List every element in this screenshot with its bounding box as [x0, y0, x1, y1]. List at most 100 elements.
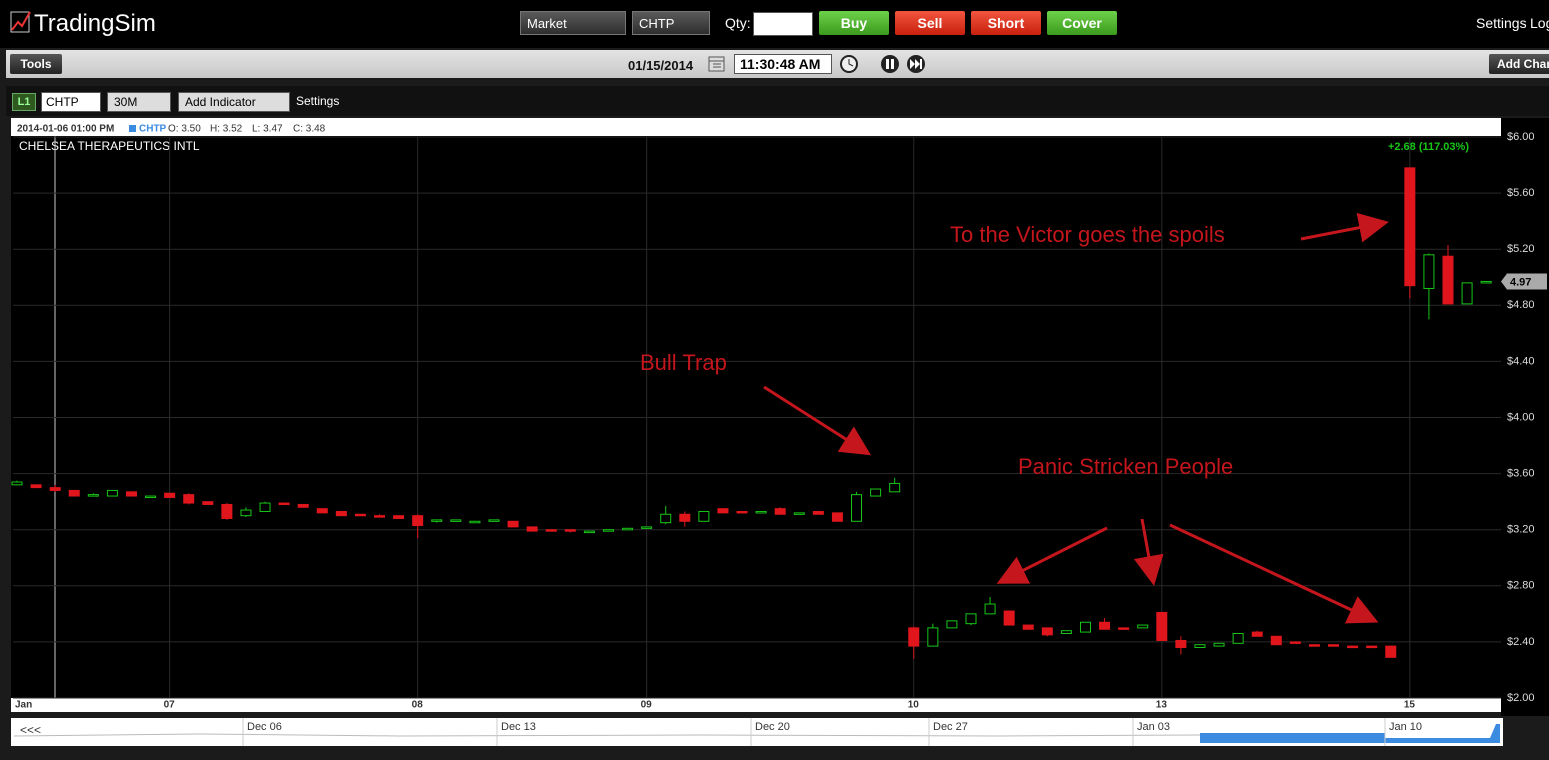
candle-body	[1022, 624, 1034, 630]
candle-body	[736, 510, 748, 514]
candle-body	[1423, 254, 1435, 289]
navigator-label: Dec 06	[247, 721, 282, 733]
arrow	[1133, 518, 1164, 586]
settings-link[interactable]: Settings	[1476, 15, 1527, 31]
candle-body	[984, 603, 996, 615]
candle-body	[1079, 621, 1091, 633]
candle-body	[1156, 611, 1168, 641]
candle-body	[202, 501, 214, 505]
candle-body	[1251, 631, 1263, 637]
info-high: H: 3.52	[210, 124, 243, 135]
arrow	[763, 385, 872, 456]
y-tick-label: $5.20	[1507, 243, 1535, 255]
y-tick-label: $4.80	[1507, 299, 1535, 311]
candle-body	[1060, 630, 1072, 634]
x-tick-label: 15	[1404, 700, 1416, 711]
interval-select[interactable]: 30M	[107, 92, 171, 112]
navigator-label: Jan 10	[1389, 721, 1422, 733]
y-tick-label: $4.00	[1507, 411, 1535, 423]
candle-body	[68, 489, 80, 497]
x-axis-strip	[11, 698, 1501, 712]
annotation: Bull Trap	[640, 350, 727, 375]
logout-link[interactable]: Log	[1530, 15, 1549, 31]
candle-body	[125, 491, 137, 497]
chart-settings-link[interactable]: Settings	[296, 94, 340, 108]
candle-body	[393, 515, 405, 519]
order-type-select[interactable]: Market	[520, 11, 626, 35]
x-tick-label: 13	[1156, 700, 1168, 711]
annotation: Panic Stricken People	[1018, 454, 1233, 479]
candle-body	[469, 520, 481, 524]
candle-body	[946, 620, 958, 629]
chart-symbol-input[interactable]: CHTP	[41, 92, 101, 112]
candle-body	[145, 495, 157, 499]
candle-body	[164, 492, 176, 498]
level-badge[interactable]: L1	[12, 93, 36, 111]
navigator-label: Dec 27	[933, 721, 968, 733]
candle-body	[1347, 645, 1359, 649]
candle-body	[774, 508, 786, 515]
candle-body	[1194, 644, 1206, 649]
candle-body	[660, 513, 672, 524]
playback-controls	[840, 55, 925, 73]
info-close: C: 3.48	[293, 124, 326, 135]
info-strip	[11, 118, 1503, 136]
candle-body	[1232, 632, 1244, 644]
candle-body	[106, 489, 118, 497]
tools-button[interactable]: Tools	[10, 54, 62, 74]
buy-button[interactable]: Buy	[819, 11, 889, 35]
y-axis-area	[1501, 118, 1549, 716]
candle-body	[698, 510, 710, 522]
short-button[interactable]: Short	[971, 11, 1041, 35]
candle-body	[679, 513, 691, 522]
candle-body	[927, 627, 939, 647]
candle-body	[354, 513, 366, 517]
arrow	[1169, 523, 1379, 624]
x-tick-label: 09	[641, 700, 653, 711]
candle-body	[11, 481, 23, 486]
candle-body	[526, 526, 538, 532]
candle-body	[316, 508, 328, 514]
navigator-label: Dec 20	[755, 721, 790, 733]
candle-body	[30, 484, 42, 489]
candle-body	[87, 494, 99, 497]
info-symbol: CHTP	[139, 124, 167, 135]
candle-body	[374, 515, 386, 518]
calendar-icon[interactable]	[708, 55, 726, 73]
y-tick-label: $6.00	[1507, 131, 1535, 143]
time-input[interactable]: 11:30:48 AM	[734, 54, 832, 74]
add-chart-button[interactable]: Add Char	[1489, 54, 1549, 74]
y-tick-label: $2.40	[1507, 636, 1535, 648]
candle-body	[870, 488, 882, 497]
x-tick-label: 08	[412, 700, 424, 711]
navigator-label: Dec 13	[501, 721, 536, 733]
arrow	[1300, 212, 1389, 243]
pause-button[interactable]	[881, 55, 899, 73]
candle-body	[1404, 167, 1416, 287]
candle-body	[1480, 280, 1492, 284]
qty-input[interactable]	[753, 12, 813, 36]
y-tick-label: $3.60	[1507, 468, 1535, 480]
cover-button[interactable]: Cover	[1047, 11, 1117, 35]
candle-body	[1175, 639, 1187, 649]
y-tick-label: $5.60	[1507, 187, 1535, 199]
candle-body	[450, 519, 462, 522]
navigator-back[interactable]: <<<	[20, 723, 41, 737]
candle-body	[297, 503, 309, 508]
add-indicator-select[interactable]: Add Indicator	[178, 92, 290, 112]
candle-body	[221, 503, 233, 519]
candle-body	[1118, 627, 1130, 630]
candle-body	[583, 530, 595, 534]
candle-body	[1308, 644, 1320, 647]
candle-body	[793, 512, 805, 515]
candle-body	[240, 509, 252, 517]
symbol-select[interactable]: CHTP	[632, 11, 710, 35]
last-price-tag	[1501, 273, 1547, 290]
sell-button[interactable]: Sell	[895, 11, 965, 35]
candle-body	[545, 529, 557, 532]
candle-body	[889, 482, 901, 493]
info-symbol-swatch	[129, 125, 136, 132]
candle-body	[965, 613, 977, 625]
last-price-label: 4.97	[1510, 276, 1531, 288]
